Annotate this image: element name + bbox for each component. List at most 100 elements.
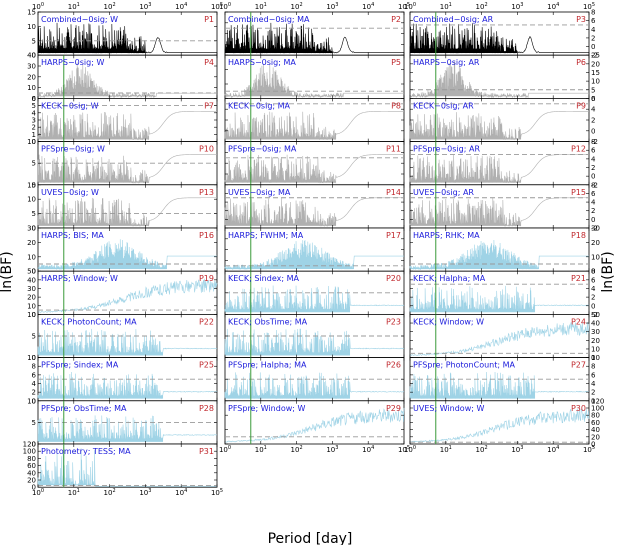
x-tick-label: 102 [104,2,116,11]
signal-series [224,197,404,227]
y-tick-label: 10 [27,23,36,31]
signal-series [224,407,405,443]
panel-id: P29 [386,404,401,413]
panel-title: PFSpre−0sig; W [41,145,105,154]
y-tick-label: 10 [591,354,600,362]
signal-series [37,111,217,141]
y-tick-label: 80 [27,455,36,463]
panel-id: P1 [204,15,214,24]
x-tick-label: 102 [104,488,116,497]
x-tick-label: 104 [547,445,559,454]
x-tick-label: 104 [547,2,559,11]
panel-p18: 0 10 20 30 HARPS; RHK; MA P18 [409,225,600,276]
panel-id: P7 [204,101,214,110]
signal-series [224,154,404,184]
panel-title: Combined−0sig; AR [413,15,494,24]
y-tick-label: 1 [32,131,36,139]
x-tick-label: 100 [404,445,416,454]
signal-series [409,285,590,313]
y-tick-label: 0 [591,302,595,310]
panel-id: P2 [391,15,401,24]
signal-series [37,328,218,356]
y-tick-label: 30 [27,225,36,233]
y-tick-label: 30 [27,285,36,293]
y-tick-label: 80 [591,412,600,420]
y-tick-label: 15 [27,181,36,189]
signal-series [224,111,404,140]
y-tick-label: 10 [27,84,36,92]
x-tick-label: 101 [440,2,452,11]
panel-p26: PFSpre; Halpha; MA P26 [224,357,405,402]
signal-series [409,372,590,399]
y-tick-label: 0 [591,216,595,224]
y-tick-label: 10 [591,78,600,86]
panel-frame [37,270,218,315]
panel-title: KECK; ObsTime; MA [228,317,308,326]
panel-title: HARPS; Window; W [41,274,118,283]
signal-series [224,285,405,313]
y-tick-label: 100 [23,448,36,456]
y-tick-label: 40 [591,426,600,434]
x-tick-label: 105 [583,445,595,454]
y-tick-label: 0 [32,268,36,276]
y-tick-label: 15 [591,69,600,77]
y-tick-label: 6 [591,276,596,284]
signal-series [224,372,405,399]
y-tick-label: 4 [591,199,596,207]
y-tick-label: 60 [27,462,36,470]
y-tick-label: -2 [591,138,598,146]
y-tick-label: 5 [32,419,36,427]
y-tick-label: 10 [27,253,36,261]
signal-series [409,60,589,99]
y-tick-label: 2 [32,389,36,397]
panel-id: P5 [391,58,401,67]
y-tick-label: 8 [591,138,595,146]
panel-id: P24 [571,317,586,326]
y-tick-label: 0 [32,354,36,362]
signal-series [37,278,218,313]
signal-series [37,448,217,487]
panel-id: P20 [386,274,401,283]
y-tick-label: 10 [591,253,600,261]
panel-p5: HARPS−0sig; MA P5 [224,54,405,99]
y-tick-label: 0 [32,95,36,103]
y-tick-label: 60 [591,419,600,427]
panel-id: P18 [571,231,586,240]
y-tick-label: 2 [591,294,595,302]
y-tick-label: 0 [591,127,595,135]
y-tick-label: 0 [32,397,36,405]
panel-id: P9 [576,101,586,110]
y-tick-label: 0 [32,225,36,233]
y-tick-label: 6 [32,95,37,103]
panel-title: HARPS−0sig; W [41,58,104,67]
x-tick-label: 103 [511,445,523,454]
y-tick-label: 10 [591,345,600,353]
panel-title: UVES−0sig; AR [413,188,474,197]
x-tick-label: 101 [440,445,452,454]
panel-title: UVES−0sig; W [41,188,99,197]
y-tick-label: 5 [32,160,36,168]
panel-id: P25 [199,361,214,370]
y-tick-label: 6 [591,371,596,379]
y-tick-label: 8 [591,268,595,276]
x-tick-label: 104 [175,2,187,11]
x-tick-label: 100 [404,2,416,11]
y-tick-label: 10 [27,311,36,319]
x-tick-label: 101 [68,488,80,497]
x-tick-label: 102 [476,2,488,11]
y-tick-label: 2 [591,164,595,172]
y-axis-label-left: ln(BF) [0,251,15,292]
panel-title: KECK; Window; W [413,317,484,326]
panel-p28: 0 5 10 PFSpre; ObsTime; MA P28 [27,397,218,449]
x-tick-label: 103 [139,488,151,497]
panel-p1: 0 5 10 15 Combined−0sig; W P1 [27,9,218,60]
x-tick-label: 103 [139,2,151,11]
panel-id: P15 [571,188,586,197]
panel-frame [409,400,590,445]
panel-p16: 0 10 20 30 HARPS; BIS; MA P16 [27,225,218,276]
